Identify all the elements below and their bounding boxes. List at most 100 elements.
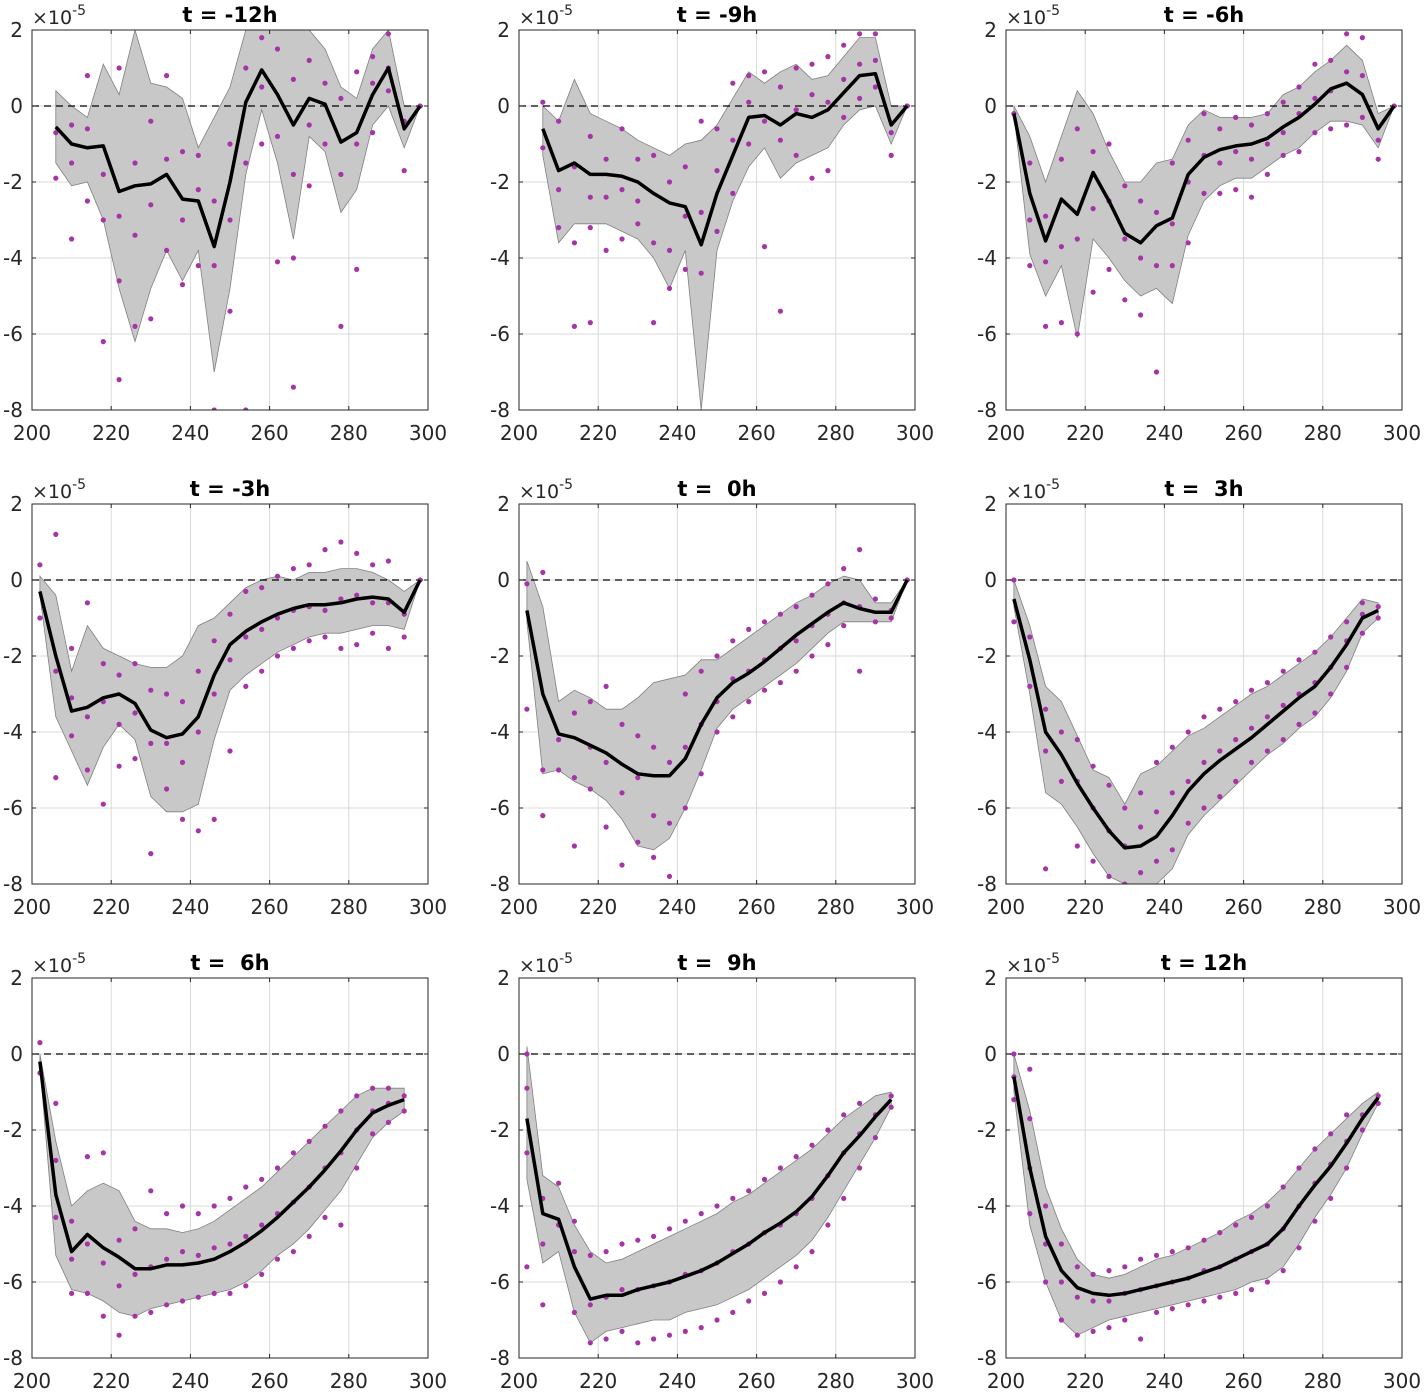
scatter-point: [195, 263, 201, 269]
scatter-point: [259, 668, 265, 674]
scatter-point: [571, 240, 578, 246]
scatter-point: [132, 1313, 138, 1319]
scatter-point: [1312, 1218, 1318, 1224]
x-tick-label: 200: [13, 421, 51, 445]
scatter-point: [1248, 725, 1255, 731]
x-tick-label: 260: [738, 1369, 776, 1393]
scatter-point: [1248, 1214, 1255, 1220]
scatter-point: [1248, 687, 1255, 693]
exponent-base: ×10: [1006, 481, 1046, 503]
exponent-power: -5: [72, 951, 86, 967]
scatter-point: [1280, 702, 1286, 709]
scatter-point: [1201, 714, 1207, 720]
scatter-point: [385, 88, 391, 94]
scatter-point: [793, 1154, 799, 1160]
scatter-point: [132, 323, 138, 329]
scatter-point: [100, 1150, 106, 1156]
mean-line: [1012, 81, 1396, 245]
x-tick-label: 260: [738, 895, 776, 919]
scatter-point: [179, 1203, 186, 1209]
scatter-point: [682, 266, 688, 272]
scatter-point: [274, 573, 281, 579]
scatter-point: [872, 57, 879, 64]
scatter-point: [651, 854, 657, 861]
scatter-point: [666, 285, 673, 291]
scatter-point: [1296, 1165, 1302, 1171]
scatter-point: [1138, 255, 1144, 261]
scatter-point: [1169, 221, 1175, 227]
scatter-point: [857, 668, 863, 674]
scatter-point: [211, 691, 217, 697]
scatter-point: [164, 691, 170, 697]
scatter-point: [666, 820, 673, 826]
scatter-point: [84, 198, 90, 204]
scatter-point: [1043, 866, 1049, 872]
scatter-point: [1027, 160, 1033, 166]
scatter-point: [370, 80, 376, 86]
y-tick-label: -6: [490, 1270, 510, 1294]
tick-marks: [1005, 29, 1403, 411]
scatter-point: [354, 1165, 360, 1171]
scatter-point: [1359, 1127, 1365, 1133]
scatter-point: [1312, 710, 1318, 716]
scatter-point: [777, 84, 784, 90]
scatter-point: [69, 695, 75, 701]
scatter-point: [777, 1279, 784, 1285]
scatter-point: [164, 73, 170, 79]
y-tick-label: -6: [3, 1270, 23, 1294]
x-tick-label: 300: [896, 1369, 934, 1393]
scatter-point: [1280, 1268, 1286, 1274]
scatter-point: [1011, 619, 1017, 625]
scatter-point: [619, 862, 625, 868]
subplot: 200 220 240 260 280 300 -8 -6 -4 -2 0 2 ×10-5 t = 9h: [490, 951, 934, 1393]
scatter-point: [385, 31, 391, 37]
scatter-point: [1233, 114, 1239, 120]
scatter-point: [888, 1104, 894, 1110]
scatter-point: [1233, 187, 1239, 193]
scatter-point: [1043, 1279, 1049, 1285]
scatter-point: [1090, 1328, 1096, 1334]
scatter-point: [259, 1271, 265, 1277]
scatter-point: [666, 873, 673, 880]
y-tick-label: -8: [490, 1346, 510, 1370]
y-tick-label: 0: [497, 1042, 510, 1066]
scatter-point: [227, 1195, 233, 1201]
scatter-point: [1122, 805, 1128, 811]
scatter-point: [825, 168, 831, 174]
scatter-point: [370, 130, 376, 136]
scatter-point: [714, 228, 720, 234]
y-tick-label: 0: [497, 94, 510, 118]
scatter-point: [1264, 1279, 1270, 1285]
y-tick-label: 2: [10, 18, 23, 42]
y-tick-label: -6: [3, 322, 23, 346]
scatter-point: [1233, 737, 1239, 743]
x-tick-label: 240: [1145, 895, 1183, 919]
scatter-point: [1359, 35, 1365, 41]
scatter-point: [571, 843, 578, 849]
scatter-point: [195, 1211, 201, 1217]
scatter-point: [1280, 130, 1286, 136]
scatter-point: [195, 187, 201, 193]
y-tick-label: -8: [490, 398, 510, 422]
scatter-point: [1169, 160, 1175, 166]
scatter-point: [1233, 149, 1239, 155]
scatter-point: [841, 42, 847, 48]
scatter-point: [1233, 699, 1239, 705]
scatter-point: [1296, 721, 1302, 728]
scatter-point: [69, 1218, 75, 1224]
scatter-point: [211, 1203, 217, 1209]
y-tick-label: -2: [977, 170, 997, 194]
scatter-point: [571, 1249, 578, 1255]
scatter-point: [603, 683, 609, 690]
scatter-point: [651, 813, 657, 819]
scatter-point: [274, 259, 281, 265]
scatter-point: [306, 122, 312, 128]
scatter-point: [587, 320, 593, 326]
scatter-point: [1027, 1211, 1033, 1217]
axes-box: [31, 503, 429, 885]
scatter-point: [1058, 156, 1064, 162]
scatter-point: [714, 1203, 720, 1209]
scatter-point: [1328, 1195, 1334, 1201]
scatter-point: [1344, 619, 1350, 625]
